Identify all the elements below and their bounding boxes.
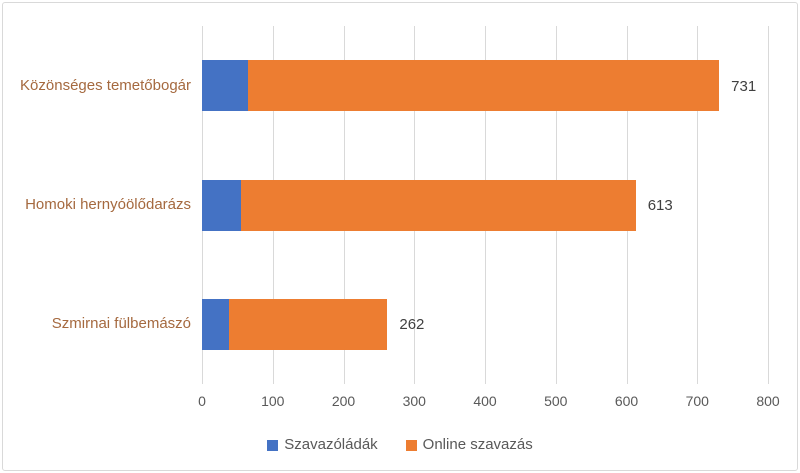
plot-area: 0 100 200 300 400 500 600 700 800 Közönséges teme… [3,3,797,470]
gridline [697,26,699,384]
bar-segment-online-voting [228,298,388,350]
category-label: Homoki hernyóölődarázs [25,196,191,213]
x-axis-tick-label: 400 [473,393,497,409]
category-label: Szmirnai fülbemászó [51,315,191,333]
x-axis-tick-label: 700 [685,393,709,409]
x-axis-tick-label: 200 [331,393,356,409]
legend-color-swatch [405,439,417,451]
legend-item-ballot-boxes: Szavazóládák [267,436,378,454]
legend-label: Szavazóládák [284,436,378,453]
x-axis-tick-label: 600 [614,393,639,409]
bar-segment-online-voting [247,60,720,112]
x-axis-tick-label: 100 [261,393,285,409]
bar-segment-online-voting [240,179,636,231]
legend-label: Online szavazás [422,436,533,453]
bar-segment-ballot-boxes [202,179,241,231]
legend-item-online-voting: Online szavazás [405,436,533,454]
bar-total-label: 613 [647,197,673,214]
bar-total-label: 262 [399,316,425,334]
x-axis-tick-label: 800 [756,393,780,409]
x-axis-tick-label: 0 [198,393,206,409]
gridline [768,26,769,384]
bar-segment-ballot-boxes [202,60,248,112]
x-axis-tick-label: 500 [544,393,568,409]
x-axis-tick-label: 300 [402,393,426,409]
chart-legend: Szavazóládák Online szavazás [3,436,797,454]
category-label: Közönséges temetőbogár [20,76,191,94]
bar-segment-ballot-boxes [202,298,229,350]
legend-color-swatch [267,439,279,451]
bar-total-label: 731 [731,77,757,95]
